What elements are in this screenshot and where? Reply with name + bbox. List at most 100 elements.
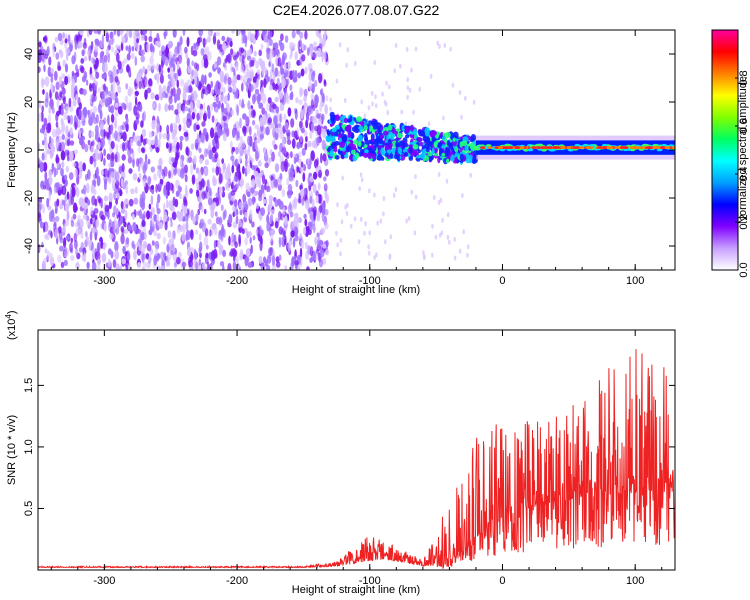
spectrogram-cell — [291, 42, 296, 49]
spectrogram-cell — [148, 78, 153, 87]
spectrogram-cell — [290, 91, 294, 100]
spectrogram-cell — [65, 52, 69, 61]
spectrogram-cell — [239, 135, 243, 144]
spectrogram-cell — [272, 82, 276, 91]
spectrogram-cell — [231, 127, 236, 139]
spectrogram-cell — [38, 99, 42, 109]
spectrogram-cell — [303, 226, 307, 235]
spectrogram-cell — [65, 125, 69, 136]
spectrogram-cell — [271, 151, 275, 162]
spectrogram-cell — [298, 99, 303, 105]
spectrogram-cell — [135, 119, 140, 125]
spectrogram-cell — [180, 210, 184, 219]
spectrogram-cell — [125, 116, 129, 125]
spectrogram-cell — [273, 144, 278, 150]
spectrogram-cell — [418, 86, 422, 92]
spectrogram-cell — [319, 249, 325, 258]
spectrogram-cell — [146, 87, 152, 94]
spectrogram-cell — [189, 150, 193, 157]
spectrogram-cell — [443, 42, 447, 48]
spectrogram-cells — [38, 30, 675, 270]
spectrogram-cell — [318, 169, 323, 179]
spectrogram-cell — [363, 113, 367, 119]
spectrogram-cell — [233, 234, 237, 246]
spectrogram-cell — [310, 47, 313, 58]
spectrogram-cell — [149, 131, 153, 139]
spectrogram-x-ticks: -300 -200 -100 0 100 — [50, 30, 663, 287]
spectrogram-cell — [103, 222, 107, 232]
spectrogram-cell — [214, 226, 218, 236]
spectrogram-cell — [198, 30, 203, 37]
spectrogram-cell — [249, 68, 254, 76]
spectrogram-cell — [574, 146, 580, 149]
spectrogram-cell — [61, 73, 66, 79]
spectrogram-cell — [186, 36, 190, 48]
spectrogram-cell — [231, 30, 235, 34]
spectrogram-cell — [251, 109, 256, 119]
spectrogram-cell — [431, 136, 436, 142]
spectrogram-cell — [144, 35, 148, 42]
spectrogram-cell — [389, 153, 394, 159]
spectrogram-cell — [252, 235, 256, 241]
spectrogram-cell — [168, 104, 171, 111]
spectrogram-cell — [228, 213, 233, 225]
spectrogram-cell — [256, 93, 261, 105]
spectrogram-cell — [519, 146, 525, 149]
spectrogram-cell — [284, 158, 288, 167]
spectrogram-cell — [79, 30, 84, 36]
spectrogram-cell — [175, 115, 179, 124]
spectrogram-cell — [148, 229, 153, 236]
spectrogram-cell — [227, 76, 232, 85]
spectrogram-cell — [386, 110, 390, 116]
spectrogram-cell — [74, 168, 78, 178]
spectrogram-cell — [373, 255, 376, 261]
spectrogram-cell — [258, 49, 263, 57]
spectrogram-cell — [156, 122, 160, 134]
spectrogram-cell — [238, 99, 242, 107]
spectrogram-cell — [210, 80, 213, 88]
spectrogram-cell — [162, 133, 167, 139]
spectrogram-cell — [227, 176, 231, 185]
spectrogram-cell — [192, 215, 196, 225]
spectrogram-cell — [99, 110, 103, 120]
spectrogram-cell — [419, 141, 423, 147]
snr-y-tick-label: 1.5 — [23, 378, 35, 393]
spectrogram-cell — [207, 230, 211, 236]
spectrogram-cell — [86, 182, 90, 194]
spectrogram-cell — [219, 70, 224, 79]
spectrogram-cell — [204, 159, 209, 166]
spectrogram-cell — [168, 170, 171, 179]
spectrogram-cell — [168, 51, 173, 59]
spectrogram-cell — [98, 150, 102, 162]
spectrogram-cell — [268, 247, 273, 256]
spectrogram-cell — [133, 197, 139, 205]
spectrogram-cell — [89, 231, 93, 242]
spectrogram-cell — [62, 97, 66, 105]
spectrogram-cell — [259, 133, 265, 139]
spectrogram-cell — [316, 210, 321, 219]
spectrogram-cell — [222, 162, 226, 174]
spectrogram-cell — [101, 34, 105, 45]
spectrogram-cell — [424, 137, 431, 143]
spectrogram-cell — [235, 92, 239, 100]
spectrogram-cell — [357, 239, 361, 245]
spectrogram-cell — [312, 206, 317, 214]
spectrogram-cell — [136, 158, 140, 167]
spectrogram-cell — [232, 146, 236, 152]
spectrogram-cell — [270, 178, 275, 190]
spectrogram-cell — [267, 117, 272, 124]
spectrogram-cell — [110, 34, 114, 46]
spectrogram-cell — [208, 187, 212, 197]
spectrogram-cell — [249, 236, 252, 244]
spectrogram-cell — [300, 188, 305, 198]
colorbar-gradient — [711, 29, 739, 271]
spectrogram-cell — [196, 189, 200, 197]
spectrogram-cell — [178, 105, 182, 114]
spectrogram-cell — [297, 216, 300, 222]
spectrogram-cell — [123, 221, 127, 228]
spectrogram-cell — [96, 258, 101, 265]
spectrogram-cell — [262, 30, 268, 35]
spectrogram-cell — [137, 146, 141, 154]
spectrogram-cell — [191, 174, 196, 185]
spectrogram-cell — [322, 243, 327, 249]
